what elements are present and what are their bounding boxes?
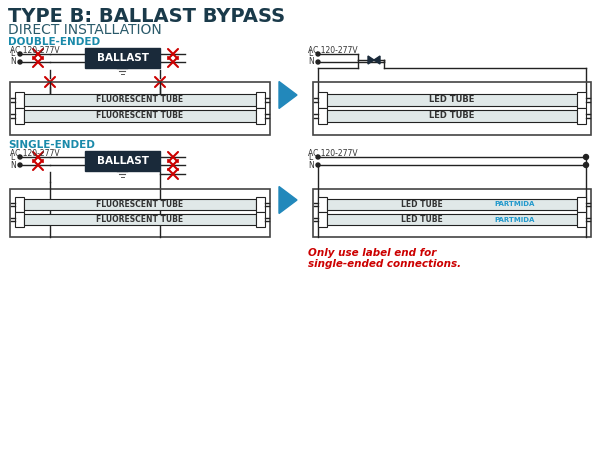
Bar (318, 92, 327, 108)
Polygon shape (279, 186, 297, 213)
Bar (327, 110, 577, 122)
Bar (24, 110, 256, 122)
Text: BALLAST: BALLAST (97, 53, 149, 63)
Text: TYPE B: BALLAST BYPASS: TYPE B: BALLAST BYPASS (8, 7, 285, 26)
Polygon shape (368, 56, 374, 64)
Bar (10, 189, 270, 237)
Circle shape (18, 52, 22, 56)
Bar (85, 48, 160, 68)
Text: Only use label end for: Only use label end for (308, 248, 436, 258)
Bar (256, 108, 265, 124)
Bar (577, 197, 586, 212)
Circle shape (316, 155, 320, 159)
Text: AC 120-277V: AC 120-277V (308, 46, 358, 55)
Bar (15, 212, 24, 227)
Text: L: L (10, 153, 14, 162)
Circle shape (316, 52, 320, 56)
Text: PARTMIDA: PARTMIDA (494, 216, 535, 222)
Bar (327, 94, 577, 106)
Bar (577, 92, 586, 108)
Bar (256, 197, 265, 212)
Bar (577, 212, 586, 227)
Bar (313, 189, 591, 237)
Circle shape (18, 155, 22, 159)
Text: BALLAST: BALLAST (97, 156, 149, 166)
Text: N: N (10, 58, 16, 67)
Polygon shape (374, 56, 380, 64)
Circle shape (18, 163, 22, 167)
Text: LED TUBE: LED TUBE (401, 215, 443, 224)
Bar (15, 92, 24, 108)
Bar (318, 212, 327, 227)
Bar (313, 82, 591, 135)
Text: SINGLE-ENDED: SINGLE-ENDED (8, 140, 95, 150)
Polygon shape (279, 81, 297, 108)
Text: N: N (308, 58, 314, 67)
Text: LED TUBE: LED TUBE (430, 112, 475, 121)
Text: L: L (10, 50, 14, 58)
Circle shape (583, 162, 589, 167)
Bar (85, 151, 160, 171)
Text: LED TUBE: LED TUBE (401, 200, 443, 209)
Circle shape (583, 154, 589, 159)
Bar (10, 82, 270, 135)
Text: AC 120-277V: AC 120-277V (10, 46, 59, 55)
Text: DOUBLE-ENDED: DOUBLE-ENDED (8, 37, 100, 47)
Text: N: N (308, 161, 314, 170)
Bar (318, 108, 327, 124)
Circle shape (316, 60, 320, 64)
Bar (15, 108, 24, 124)
Bar (256, 92, 265, 108)
Bar (318, 197, 327, 212)
Text: DIRECT INSTALLATION: DIRECT INSTALLATION (8, 23, 162, 37)
Text: LED TUBE: LED TUBE (430, 95, 475, 104)
Circle shape (18, 60, 22, 64)
Bar (327, 199, 577, 210)
Bar (24, 214, 256, 225)
Bar (24, 199, 256, 210)
Circle shape (316, 163, 320, 167)
Text: PARTMIDA: PARTMIDA (494, 202, 535, 207)
Bar (327, 214, 577, 225)
Text: L: L (308, 50, 312, 58)
Text: L: L (308, 153, 312, 162)
Text: AC 120-277V: AC 120-277V (10, 149, 59, 158)
Bar (24, 94, 256, 106)
Bar (256, 212, 265, 227)
Bar (577, 108, 586, 124)
Text: single-ended connections.: single-ended connections. (308, 259, 461, 269)
Text: FLUORESCENT TUBE: FLUORESCENT TUBE (97, 112, 184, 121)
Text: FLUORESCENT TUBE: FLUORESCENT TUBE (97, 95, 184, 104)
Text: AC 120-277V: AC 120-277V (308, 149, 358, 158)
Text: FLUORESCENT TUBE: FLUORESCENT TUBE (97, 215, 184, 224)
Text: N: N (10, 161, 16, 170)
Bar (15, 197, 24, 212)
Text: FLUORESCENT TUBE: FLUORESCENT TUBE (97, 200, 184, 209)
